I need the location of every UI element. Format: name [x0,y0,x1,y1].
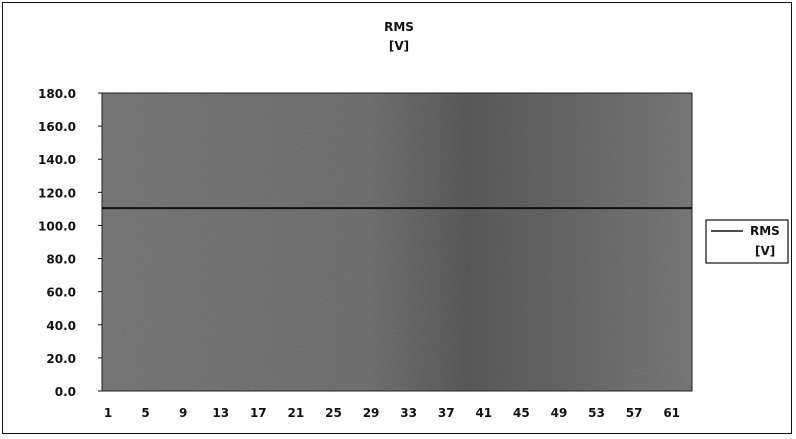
y-tick-label: 140.0 [38,153,76,167]
y-tick-label: 120.0 [38,186,76,200]
legend-label-line-1: RMS [750,224,780,238]
x-tick-label: 53 [588,406,605,420]
chart-title-line-2: [V] [389,39,409,53]
y-tick-label: 100.0 [38,219,76,233]
x-tick-label: 45 [513,406,530,420]
x-tick-label: 57 [626,406,643,420]
legend: RMS [V] [705,219,789,264]
x-tick-label: 61 [663,406,680,420]
y-tick-label: 160.0 [38,120,76,134]
chart-title: RMS [V] [384,20,414,53]
y-tick-label: 80.0 [46,253,76,267]
x-tick-label: 5 [141,406,149,420]
x-tick-label: 33 [400,406,417,420]
plot-area-border [101,92,693,392]
x-tick-label: 13 [212,406,229,420]
y-tick-label: 40.0 [46,319,76,333]
y-tick-label: 60.0 [46,286,76,300]
x-tick-label: 49 [551,406,568,420]
x-tick-label: 1 [104,406,112,420]
x-tick-label: 25 [325,406,342,420]
y-tick-label: 0.0 [55,385,76,399]
x-tick-label: 17 [250,406,267,420]
legend-label-line-2: [V] [755,244,775,258]
x-tick-label: 29 [363,406,380,420]
x-tick-label: 9 [179,406,187,420]
x-tick-label: 37 [438,406,455,420]
x-tick-label: 21 [288,406,305,420]
y-tick-label: 20.0 [46,352,76,366]
x-axis: 1 5 9 13 17 21 25 29 33 37 41 45 49 53 57 61 [104,406,680,420]
chart-title-line-1: RMS [384,20,414,34]
y-tick-label: 180.0 [38,87,76,101]
legend-box [705,219,789,264]
y-axis: 0.0 20.0 40.0 60.0 80.0 100.0 120.0 140.0 160.0 1… [38,87,102,399]
x-tick-label: 41 [475,406,492,420]
plot-area [102,93,692,391]
